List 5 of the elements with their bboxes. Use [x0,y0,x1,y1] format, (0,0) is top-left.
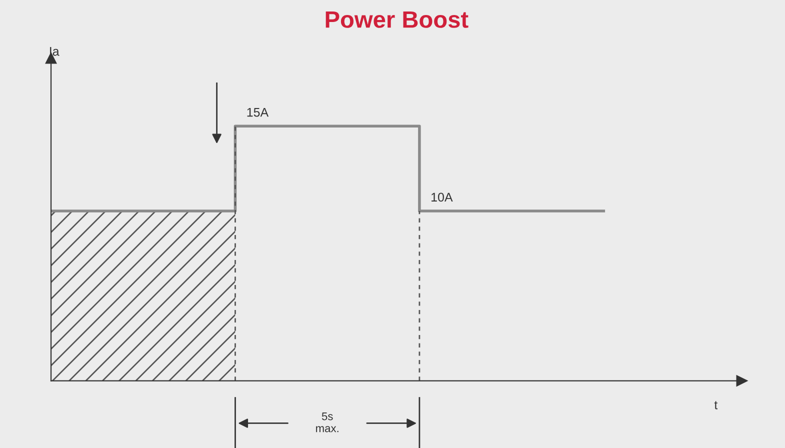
data-label: 15A [247,108,269,117]
text: 5s max. [316,412,338,432]
data-label: 10A [432,192,453,202]
x-axis-title: t [714,401,718,410]
chart-title: Power Boost [326,11,468,28]
